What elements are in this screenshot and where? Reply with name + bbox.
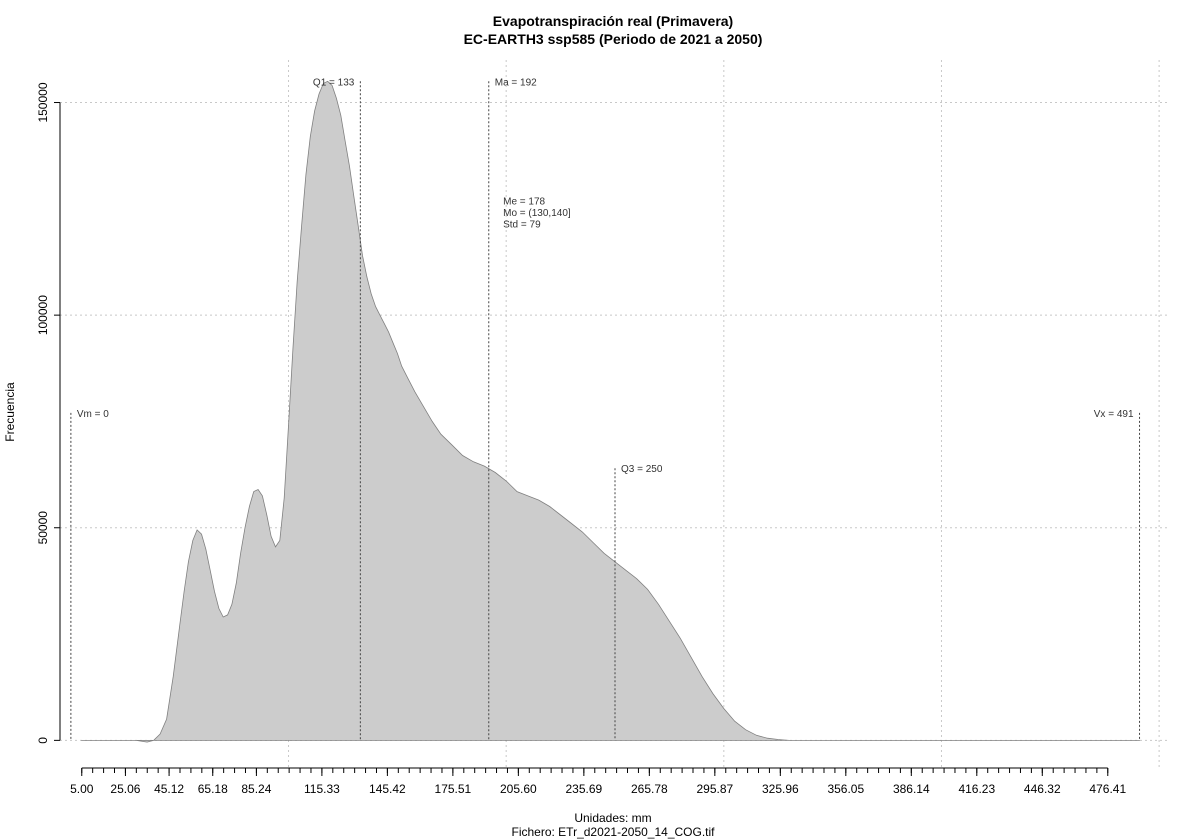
x-axis-caption: Fichero: ETr_d2021-2050_14_COG.tif <box>512 825 716 839</box>
x-tick-label: 115.33 <box>304 782 340 796</box>
chart-title: Evapotranspiración real (Primavera) <box>493 13 733 29</box>
x-tick-label: 45.12 <box>154 782 184 796</box>
chart-subtitle: EC-EARTH3 ssp585 (Periodo de 2021 a 2050… <box>464 31 763 47</box>
x-tick-label: 25.06 <box>110 782 140 796</box>
annotation-label: Ma = 192 <box>495 77 537 88</box>
x-tick-label: 325.96 <box>762 782 799 796</box>
x-tick-label: 416.23 <box>958 782 995 796</box>
annotation-label: Q1 = 133 <box>313 77 355 88</box>
axes: 0 50000 100000 150000 5.00 25.06 45.12 65.18 85.… <box>36 82 1126 796</box>
stats-label: Mo = (130,140] <box>503 208 571 219</box>
x-tick-label: 65.18 <box>198 782 228 796</box>
y-axis-label: Frecuencia <box>3 382 17 442</box>
x-tick-label: 85.24 <box>241 782 271 796</box>
stats-label: Me = 178 <box>503 197 545 208</box>
y-tick-label: 50000 <box>36 511 50 545</box>
x-tick-label: 205.60 <box>500 782 537 796</box>
density-area <box>80 80 1141 743</box>
x-tick-label: 356.05 <box>827 782 864 796</box>
y-tick-label: 100000 <box>36 295 50 335</box>
x-tick-label: 5.00 <box>70 782 94 796</box>
x-tick-label: 386.14 <box>893 782 930 796</box>
annotation-label: Vm = 0 <box>77 409 109 420</box>
x-tick-label: 235.69 <box>566 782 603 796</box>
y-tick-label: 150000 <box>36 82 50 122</box>
x-tick-label: 446.32 <box>1024 782 1061 796</box>
x-tick-label: 295.87 <box>696 782 733 796</box>
x-tick-label: 175.51 <box>435 782 472 796</box>
y-tick-label: 0 <box>36 737 50 744</box>
annotation-label: Q3 = 250 <box>621 464 663 475</box>
x-tick-label: 145.42 <box>369 782 406 796</box>
x-axis-label: Unidades: mm <box>574 811 651 825</box>
annotation-label: Vx = 491 <box>1094 409 1134 420</box>
x-tick-label: 476.41 <box>1089 782 1126 796</box>
density-area-layer <box>80 80 1141 743</box>
x-tick-label: 265.78 <box>631 782 668 796</box>
stats-label: Std = 79 <box>503 220 541 231</box>
annotation-layer: Vm = 0 Q1 = 133 Ma = 192 Q3 = 250 Vx = 491 Me… <box>70 77 1141 741</box>
